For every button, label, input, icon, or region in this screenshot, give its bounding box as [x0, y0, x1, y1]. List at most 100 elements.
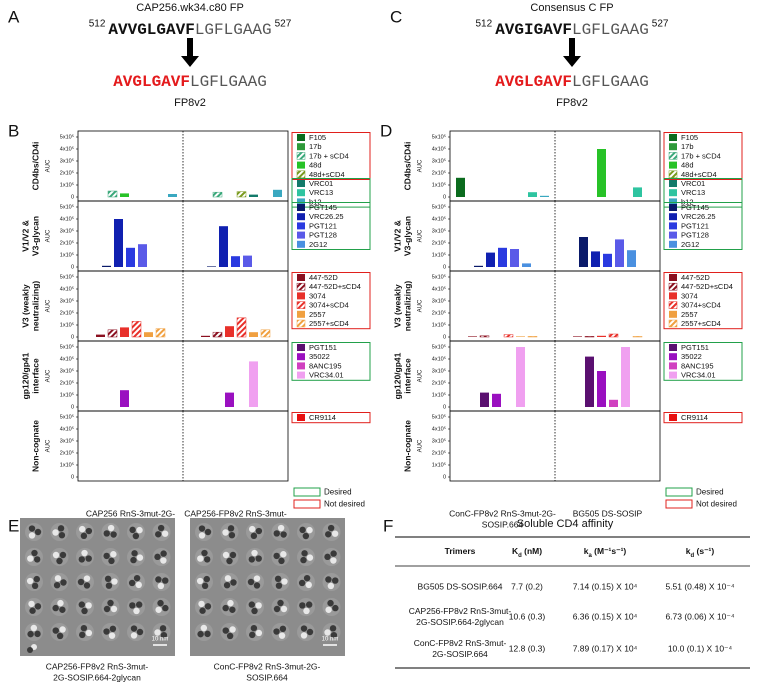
legend-label: 447-52D+sCD4 — [309, 282, 361, 291]
particle-lobe — [229, 551, 237, 559]
sequence: AVVGLGAVFLGFLGAAG — [108, 21, 271, 39]
residue-start: 512 — [89, 19, 106, 30]
bar — [249, 194, 258, 197]
bar — [138, 244, 147, 267]
particle-lobe — [161, 530, 169, 537]
particle-lobe — [128, 579, 136, 587]
particle-lobe — [222, 604, 229, 612]
legend-swatch — [669, 274, 677, 281]
bar — [249, 332, 258, 337]
y-tick-label: 4x10⁵ — [432, 355, 446, 362]
legend-swatch — [669, 310, 677, 318]
particle-lobe — [83, 575, 91, 582]
particle-lobe — [273, 530, 280, 537]
legend-label: 2557 — [681, 310, 698, 319]
y-tick-label: 3x10⁵ — [432, 297, 446, 304]
y-tick-label: 3x10⁵ — [60, 367, 74, 374]
bar — [273, 189, 282, 197]
particle-lobe — [274, 575, 282, 583]
key-box — [293, 487, 321, 497]
legend-label: PGT121 — [681, 221, 709, 230]
table-cell: 5.51 (0.48) X 10⁻⁴ — [665, 581, 734, 591]
particle-lobe — [327, 582, 335, 590]
particle-lobe — [110, 531, 117, 538]
legend-label: VRC26.25 — [309, 212, 344, 221]
legend-label: b12 — [681, 197, 694, 206]
particle-lobe — [331, 530, 339, 537]
y-tick-label: 5x10⁵ — [432, 133, 446, 140]
x-category-label: BG505 DS-SOSIP — [573, 508, 643, 518]
key-box — [665, 487, 693, 497]
particle-lobe — [34, 603, 42, 610]
legend-swatch — [668, 301, 678, 309]
legend-swatch — [669, 189, 677, 197]
row-label: V1/V2 & — [392, 220, 402, 252]
header-after: (M⁻¹s⁻¹) — [592, 546, 627, 556]
y-tick-label: 1x10⁵ — [432, 391, 446, 398]
particle-lobe — [196, 577, 204, 585]
row-label: gp120/gp41 — [20, 352, 30, 399]
legend-swatch — [669, 204, 677, 211]
bar — [236, 317, 247, 338]
particle-lobe — [226, 632, 234, 640]
panel-label: B — [8, 121, 19, 140]
bar — [510, 249, 519, 267]
y-tick-label: 4x10⁵ — [60, 145, 74, 152]
particle-lobe — [204, 528, 212, 536]
particle-lobe — [200, 624, 208, 632]
particle-lobe — [280, 531, 287, 538]
legend-swatch — [296, 282, 306, 291]
table-cell: 10.0 (0.1) X 10⁻⁴ — [668, 643, 733, 653]
particle-lobe — [204, 630, 211, 638]
particle-lobe — [229, 626, 236, 633]
particle-lobe — [60, 579, 67, 586]
residue-start: 512 — [476, 19, 493, 30]
legend-label: 3074+sCD4 — [309, 301, 349, 310]
legend-label: 48d+sCD4 — [309, 170, 345, 179]
sequence-bold: AVGIGAVF — [495, 21, 572, 39]
y-tick-label: 2x10⁵ — [60, 169, 74, 176]
legend-label: 447-52D+sCD4 — [681, 282, 733, 291]
y-tick-label: 4x10⁵ — [60, 425, 74, 432]
legend-label: 8ANC195 — [681, 361, 714, 370]
legend-swatch — [297, 180, 305, 187]
legend-box — [291, 178, 371, 208]
y-tick-label: 0 — [443, 404, 446, 410]
legend-label: PGT145 — [309, 203, 337, 212]
header-text: k — [686, 546, 691, 556]
legend-swatch — [297, 161, 305, 169]
y-tick-label: 2x10⁵ — [432, 169, 446, 176]
row-label: neutralizing) — [402, 281, 412, 332]
particle-lobe — [300, 625, 308, 632]
y-tick-label: 0 — [71, 474, 74, 480]
particle-lobe — [201, 582, 209, 590]
particle-lobe — [155, 531, 162, 538]
result-name: FP8v2 — [174, 97, 206, 109]
bar — [231, 256, 240, 267]
legend-label: b12 — [309, 197, 322, 206]
legend-label: 3074+sCD4 — [681, 301, 721, 310]
legend-swatch — [669, 161, 677, 169]
legend-swatch — [668, 152, 678, 160]
particle-lobe — [273, 605, 281, 613]
legend-swatch — [297, 292, 305, 300]
particle-lobe — [157, 599, 164, 607]
particle-lobe — [277, 599, 284, 607]
particle-lobe — [226, 557, 233, 565]
particle-lobe — [250, 624, 258, 632]
particle-lobe — [59, 606, 66, 613]
result-sequence: AVGLGAVFLGFLGAAG — [113, 73, 267, 91]
table-cell: 7.14 (0.15) X 10⁴ — [573, 581, 638, 591]
particle-lobe — [275, 582, 283, 589]
particle-lobe — [130, 632, 138, 639]
legend-swatch — [297, 362, 305, 370]
particle-lobe — [324, 553, 331, 561]
particle-lobe — [197, 555, 204, 562]
particle-lobe — [300, 632, 308, 639]
particle-lobe — [227, 599, 234, 607]
particle-lobe — [29, 607, 36, 614]
row-label: V3 (weakly — [392, 284, 402, 328]
table-title: Soluble CD4 affinity — [517, 518, 614, 530]
particle-lobe — [104, 575, 112, 583]
y-tick-label: 0 — [71, 334, 74, 340]
